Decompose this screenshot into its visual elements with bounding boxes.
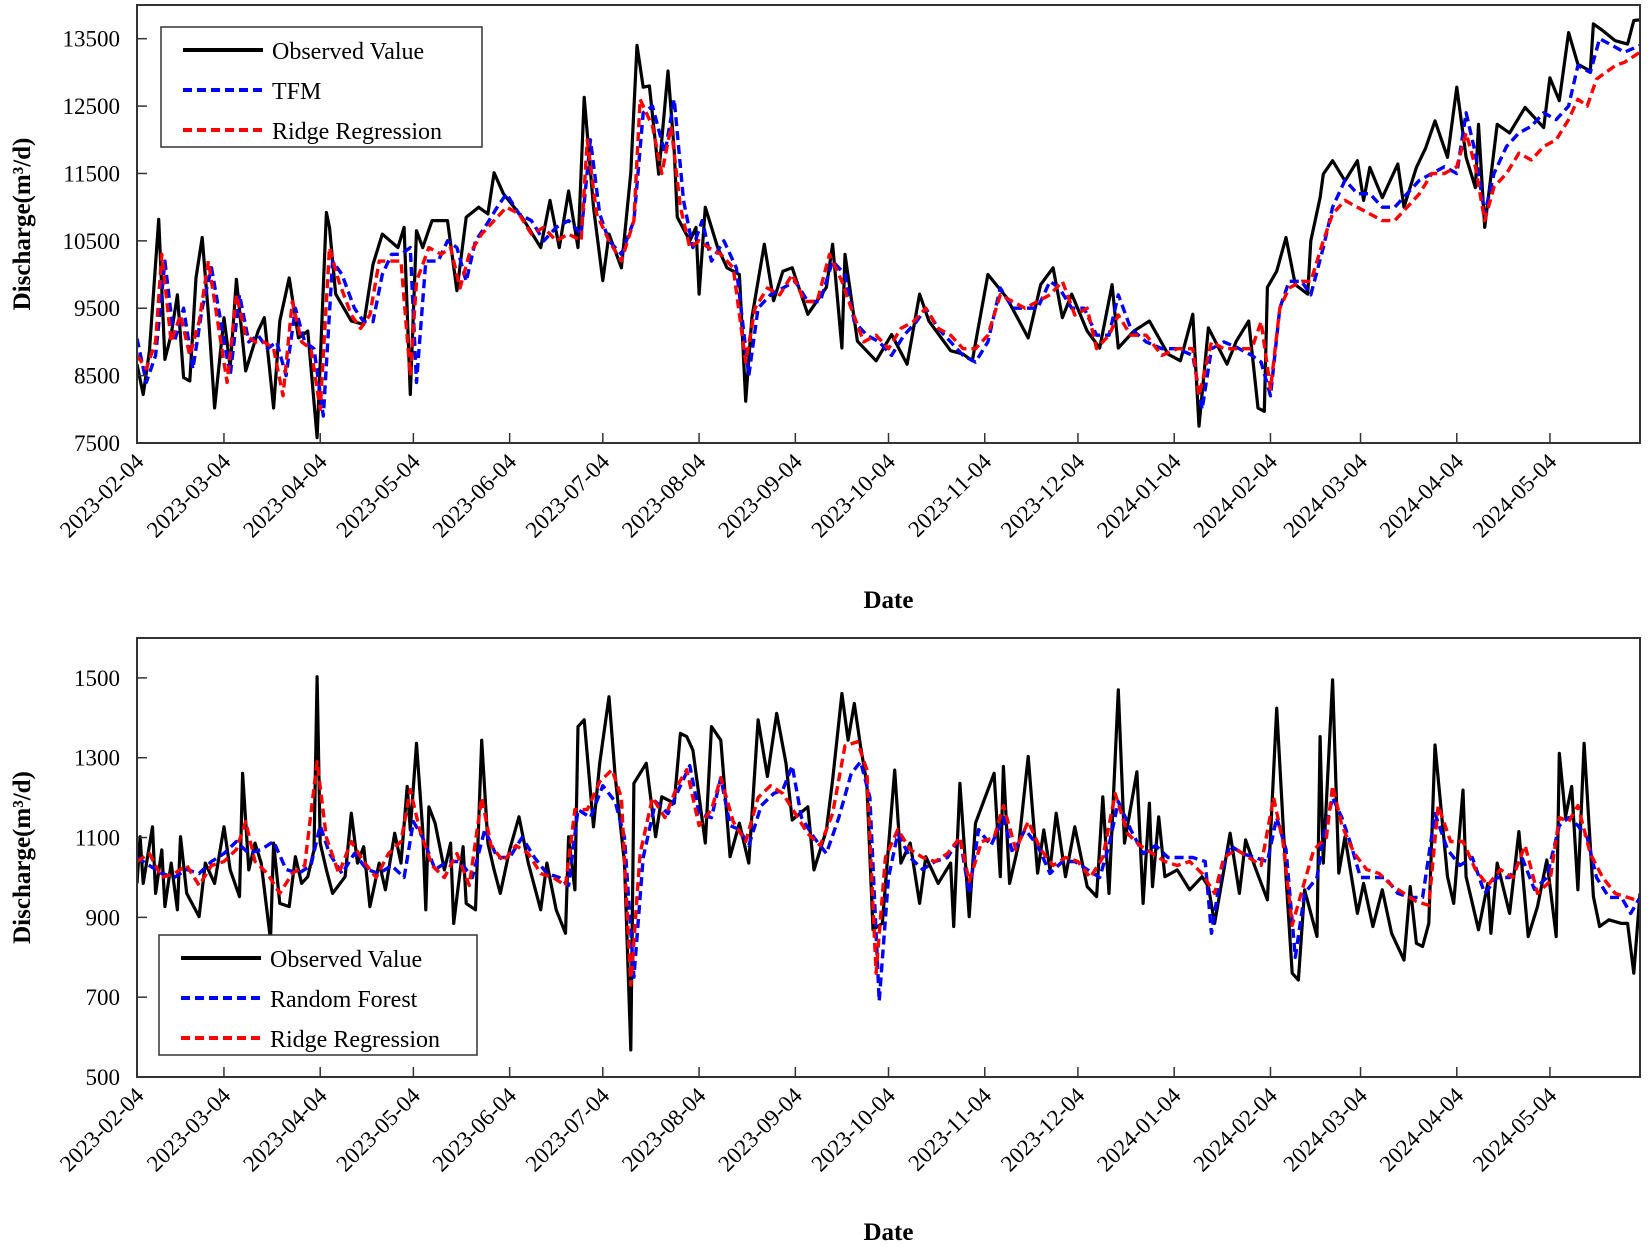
legend-box — [158, 934, 478, 1056]
y-tick-label: 500 — [86, 1065, 121, 1090]
y-tick-label: 13500 — [63, 27, 121, 52]
x-tick-label: 2024-04-04 — [1375, 449, 1469, 543]
x-tick-label: 2023-05-04 — [331, 1083, 425, 1177]
x-axis-title: Date — [864, 587, 914, 614]
legend-label: Ridge Regression — [272, 119, 442, 145]
x-tick-label: 2024-01-04 — [1092, 449, 1186, 543]
x-tick-label: 2023-03-04 — [142, 449, 236, 543]
x-tick-label: 2023-04-04 — [238, 1083, 332, 1177]
x-tick-label: 2023-06-04 — [428, 1083, 522, 1177]
y-tick-label: 1500 — [74, 666, 120, 691]
series-line-ridge-regression — [137, 740, 1640, 987]
legend-label: Ridge Regression — [270, 1027, 440, 1053]
x-tick-label: 2023-12-04 — [996, 1083, 1090, 1177]
legend-label: Observed Value — [272, 39, 424, 65]
legend: Observed Value TFM Ridge Regression — [160, 26, 483, 148]
legend-label: TFM — [272, 79, 321, 105]
top-chart: 7500 8500 9500 10500 11500 12500 13500 2023-02-… — [9, 4, 1641, 614]
x-tick-label: 2023-11-04 — [903, 1083, 996, 1176]
y-tick-label: 1100 — [75, 826, 120, 851]
x-tick-label: 2023-04-04 — [238, 449, 332, 543]
x-tick-label: 2024-02-04 — [1188, 1083, 1282, 1177]
y-tick-label: 900 — [86, 905, 121, 930]
x-tick-label: 2024-02-04 — [1188, 449, 1282, 543]
series-line-ridge-regression — [137, 50, 1640, 411]
x-tick-label: 2023-02-04 — [55, 1083, 149, 1177]
x-tick-label: 2023-03-04 — [142, 1083, 236, 1177]
y-tick-label: 9500 — [74, 296, 120, 321]
x-tick-label: 2023-12-04 — [996, 449, 1090, 543]
y-tick-label: 700 — [86, 985, 121, 1010]
x-tick-label: 2023-10-04 — [806, 449, 900, 543]
legend-box — [160, 26, 483, 148]
x-tick-label: 2024-03-04 — [1278, 449, 1372, 543]
x-tick-label: 2023-05-04 — [331, 449, 425, 543]
legend: Observed Value Random Forest Ridge Regress… — [158, 934, 478, 1056]
x-tick-label: 2023-08-04 — [617, 449, 711, 543]
x-tick-label: 2023-06-04 — [428, 449, 522, 543]
x-tick-label: 2023-07-04 — [521, 449, 615, 543]
y-tick-label: 8500 — [74, 364, 120, 389]
y-tick-label: 10500 — [63, 229, 121, 254]
x-tick-label: 2023-02-04 — [55, 449, 149, 543]
y-tick-label: 11500 — [63, 161, 120, 186]
x-axis-title: Date — [864, 1219, 914, 1246]
series-line-random-forest — [137, 760, 1640, 1003]
y-tick-label: 7500 — [74, 431, 120, 456]
x-tick-label: 2023-07-04 — [521, 1083, 615, 1177]
x-tick-label: 2024-05-04 — [1468, 1083, 1562, 1177]
x-tick-label: 2023-10-04 — [806, 1083, 900, 1177]
x-tick-label: 2023-08-04 — [617, 1083, 711, 1177]
x-tick-label: 2023-09-04 — [713, 1083, 807, 1177]
y-tick-label: 1300 — [74, 746, 120, 771]
y-axis-title: Discharge(m³/d) — [9, 771, 36, 944]
bottom-chart: 500 700 900 1100 1300 1500 2023-02-042023-03-0… — [9, 637, 1641, 1246]
x-tick-label: 2024-04-04 — [1375, 1083, 1469, 1177]
series-line-tfm — [137, 37, 1640, 418]
x-tick-label: 2024-03-04 — [1278, 1083, 1372, 1177]
legend-label: Observed Value — [270, 947, 422, 973]
x-tick-label: 2023-11-04 — [903, 449, 996, 542]
y-tick-label: 12500 — [63, 94, 121, 119]
x-tick-label: 2023-09-04 — [713, 449, 807, 543]
y-axis-title: Discharge(m³/d) — [9, 138, 36, 311]
x-tick-label: 2024-05-04 — [1468, 449, 1562, 543]
legend-label: Random Forest — [270, 987, 418, 1013]
x-tick-label: 2024-01-04 — [1092, 1083, 1186, 1177]
